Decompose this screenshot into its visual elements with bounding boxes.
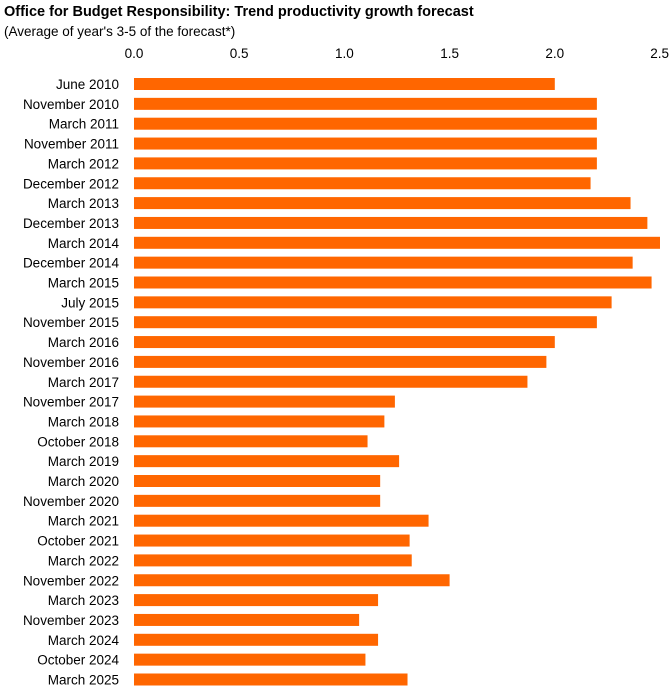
- bar: [134, 216, 648, 229]
- category-label: November 2015: [23, 315, 119, 330]
- bar: [134, 157, 597, 170]
- bars-group: [134, 78, 660, 686]
- bar: [134, 336, 555, 349]
- category-label: November 2017: [23, 395, 119, 410]
- category-label: March 2020: [48, 474, 119, 489]
- bar: [134, 78, 555, 90]
- bar: [134, 673, 408, 686]
- bar: [134, 574, 450, 587]
- category-label: July 2015: [61, 295, 119, 310]
- category-label: November 2016: [23, 355, 119, 370]
- category-label: March 2016: [48, 335, 119, 350]
- chart-title: Office for Budget Responsibility: Trend …: [4, 4, 474, 20]
- category-label: October 2021: [37, 534, 119, 549]
- bar: [134, 117, 597, 130]
- bar: [134, 633, 379, 646]
- category-label: March 2015: [48, 276, 119, 291]
- x-tick-label: 1.5: [440, 46, 459, 61]
- bar: [134, 256, 633, 269]
- bar: [134, 494, 381, 507]
- bar: [134, 594, 379, 607]
- category-label: March 2011: [49, 117, 119, 132]
- category-label: November 2020: [23, 494, 119, 509]
- bar: [134, 514, 429, 527]
- bar: [134, 395, 395, 408]
- x-axis-ticks: 0.0 0.5 1.0 1.5 2.0 2.5: [125, 46, 669, 61]
- bar: [134, 375, 528, 388]
- bar: [134, 236, 660, 249]
- bar: [134, 435, 368, 448]
- bar: [134, 455, 400, 468]
- x-tick-label: 0.5: [230, 46, 249, 61]
- category-label: March 2019: [48, 454, 119, 469]
- category-label: March 2012: [48, 156, 119, 171]
- category-label: March 2018: [48, 414, 119, 429]
- x-tick-label: 2.5: [650, 46, 669, 61]
- bar: [134, 355, 547, 368]
- bar: [134, 653, 366, 666]
- category-label: October 2024: [37, 653, 119, 668]
- category-label: November 2011: [24, 137, 119, 152]
- category-label: November 2010: [23, 97, 119, 112]
- bar: [134, 534, 410, 547]
- category-label: March 2024: [48, 633, 120, 648]
- category-label: March 2014: [48, 236, 120, 251]
- category-label: November 2022: [23, 573, 119, 588]
- category-label: December 2012: [23, 176, 119, 191]
- bar: [134, 137, 597, 150]
- category-labels: June 2010 November 2010 March 2011 November…: [23, 77, 120, 688]
- bar: [134, 97, 597, 110]
- bar: [134, 177, 591, 190]
- category-label: March 2017: [48, 375, 119, 390]
- bar: [134, 475, 381, 487]
- category-label: December 2014: [23, 256, 120, 271]
- bar: [134, 613, 360, 626]
- category-label: March 2022: [48, 553, 119, 568]
- bar: [134, 197, 631, 210]
- bar: [134, 415, 385, 428]
- bar: [134, 296, 612, 309]
- category-label: June 2010: [56, 77, 119, 92]
- chart-subtitle: (Average of year's 3-5 of the forecast*): [4, 24, 236, 39]
- bar: [134, 276, 652, 289]
- category-label: March 2023: [48, 593, 119, 608]
- category-label: March 2013: [48, 196, 119, 211]
- x-tick-label: 1.0: [335, 46, 354, 61]
- category-label: October 2018: [37, 434, 119, 449]
- category-label: March 2025: [48, 673, 119, 688]
- category-label: November 2023: [23, 613, 119, 628]
- x-tick-label: 0.0: [125, 46, 144, 61]
- category-label: December 2013: [23, 216, 119, 231]
- category-label: March 2021: [48, 514, 119, 529]
- x-tick-label: 2.0: [545, 46, 564, 61]
- bar: [134, 554, 412, 567]
- bar: [134, 316, 597, 329]
